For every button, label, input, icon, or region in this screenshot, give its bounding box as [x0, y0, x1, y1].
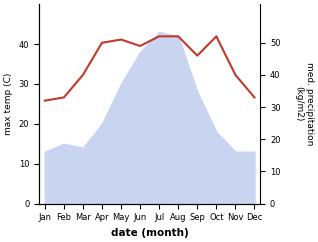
Y-axis label: med. precipitation
(kg/m2): med. precipitation (kg/m2) [294, 62, 314, 145]
Y-axis label: max temp (C): max temp (C) [4, 73, 13, 135]
X-axis label: date (month): date (month) [111, 228, 189, 238]
